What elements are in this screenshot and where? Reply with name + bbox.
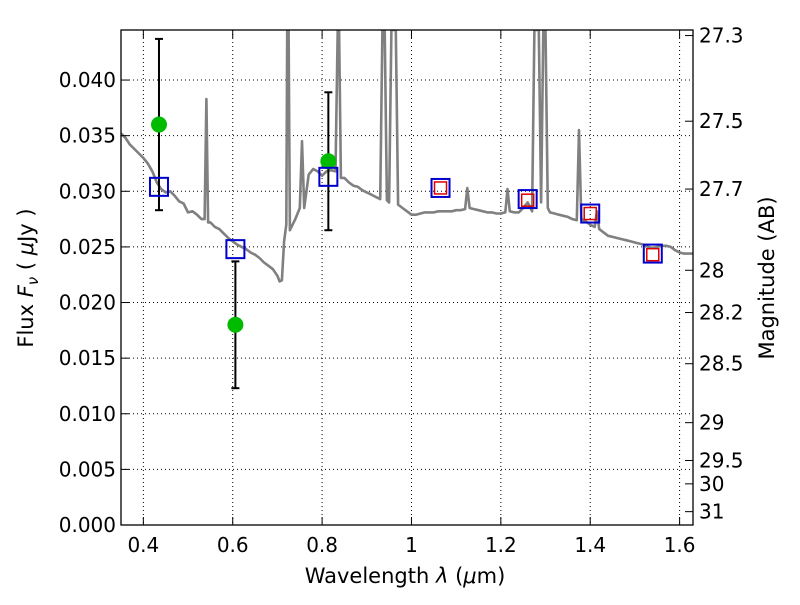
right-tick-label: 27.3 [699, 24, 744, 48]
model-band-flux-square [318, 166, 339, 187]
right-tick-label: 27.5 [699, 109, 744, 133]
y-axis-label-part: ν [24, 277, 42, 285]
x-axis-label-part: μ [462, 564, 476, 588]
y-tick-label: 0.000 [59, 513, 116, 537]
y-tick-label: 0.025 [59, 235, 116, 259]
x-axis-label-part: Wavelength [305, 564, 436, 588]
x-axis-label-part: λ [435, 564, 448, 588]
model-band-flux-square [225, 239, 246, 260]
y-axis-label: Flux Fν ( μJy ) [14, 208, 42, 347]
observed-flux-point [320, 153, 337, 170]
model-band-flux-square [517, 189, 538, 210]
right-tick-label: 30 [699, 472, 724, 496]
y-axis-label-part: ( [14, 255, 38, 277]
y-tick-label: 0.015 [59, 346, 116, 370]
y-axis-label-part: Jy ) [14, 208, 38, 244]
model-band-flux-square [580, 203, 601, 224]
model-band-flux-square [430, 177, 451, 198]
y-axis-label-part: Flux [14, 297, 38, 347]
y-tick-label: 0.010 [59, 402, 116, 426]
observed-flux-point [150, 116, 167, 133]
plot-frame [120, 29, 694, 526]
y-axis-label-part: μ [14, 242, 38, 256]
right-tick-label: 27.7 [699, 177, 744, 201]
right-tick-label: 29 [699, 411, 724, 435]
model-band-flux-square-red [646, 247, 660, 262]
x-tick-label: 1.2 [485, 533, 517, 557]
model-band-flux-square-red [520, 193, 535, 207]
y-right-axis-label: Magnitude (AB) [755, 196, 779, 359]
x-tick-label: 0.8 [306, 533, 338, 557]
y-tick-label: 0.030 [59, 179, 116, 203]
x-tick-label: 1 [405, 533, 418, 557]
model-spectrum-line [121, 30, 693, 283]
plot-layer [121, 30, 693, 390]
observed-flux-point [227, 316, 244, 333]
x-tick-label: 0.6 [217, 533, 249, 557]
x-tick-label: 1.4 [574, 533, 606, 557]
right-tick-label: 28 [699, 258, 724, 282]
axes-layer: 0.4 0.6 0.8 1 1.2 1.4 1.6 0.000 0.005 0.010 0.015 0… [59, 24, 744, 557]
y-tick-label: 0.020 [59, 291, 116, 315]
x-tick-label: 1.6 [664, 533, 696, 557]
y-tick-label: 0.005 [59, 457, 116, 481]
x-axis-label-part: ( [448, 564, 463, 588]
x-axis-label-part: m) [477, 564, 506, 588]
model-band-flux-square [148, 176, 169, 197]
right-tick-label: 28.5 [699, 352, 744, 376]
model-band-flux-square-red [583, 206, 597, 221]
y-axis-label-part: F [14, 284, 38, 297]
model-band-flux-square [642, 243, 663, 264]
right-tick-label: 29.5 [699, 448, 744, 472]
model-band-flux-square-red [433, 181, 448, 195]
right-tick-label: 31 [699, 500, 724, 524]
y-tick-label: 0.040 [59, 68, 116, 92]
right-tick-label: 28.2 [699, 301, 744, 325]
x-tick-label: 0.4 [127, 533, 159, 557]
x-axis-label: Wavelength λ (μm) [305, 564, 506, 588]
y-tick-label: 0.035 [59, 124, 116, 148]
